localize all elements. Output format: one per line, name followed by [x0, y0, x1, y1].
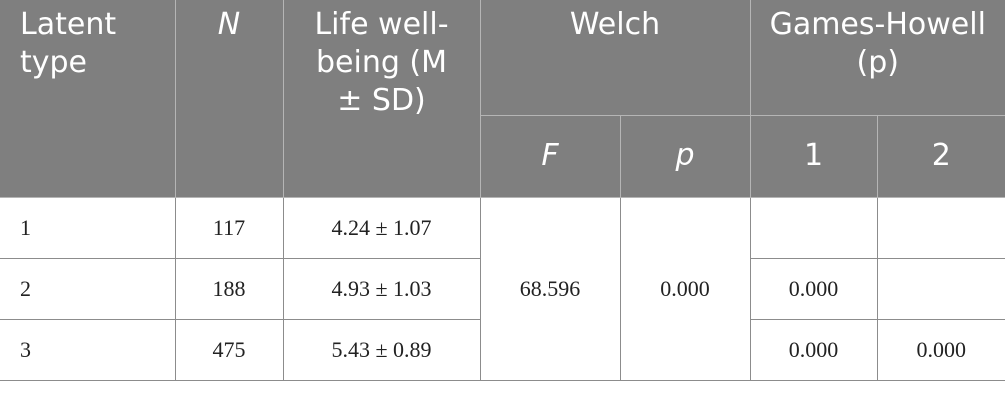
cell: 0.000	[876, 318, 1005, 381]
cell: 2	[0, 257, 176, 320]
header-cell: N	[174, 0, 284, 198]
header-cell: F	[480, 114, 621, 198]
empty-cell	[876, 196, 1005, 259]
header-cell: 1	[749, 114, 878, 198]
header-cell: 2	[876, 114, 1005, 198]
cell: 3	[0, 318, 176, 381]
cell: 5.43 ± 0.89	[282, 318, 481, 381]
cell: 188	[174, 257, 284, 320]
header-cell: Games-Howell (p)	[749, 0, 1005, 116]
header-cell: Life well-being (M ± SD)	[282, 0, 481, 198]
cell: 0.000	[749, 257, 878, 320]
cell: 0.000	[619, 196, 751, 381]
cell: 475	[174, 318, 284, 381]
results-table: Latent type N Life well-being (M ± SD) W…	[0, 0, 1005, 381]
empty-cell	[749, 196, 878, 259]
cell: 4.93 ± 1.03	[282, 257, 481, 320]
cell: 0.000	[749, 318, 878, 381]
header-cell: Latent type	[0, 0, 176, 198]
cell: 117	[174, 196, 284, 259]
cell: 1	[0, 196, 176, 259]
empty-cell	[876, 257, 1005, 320]
cell: 68.596	[479, 196, 621, 381]
header-cell: p	[619, 114, 751, 198]
cell: 4.24 ± 1.07	[282, 196, 481, 259]
header-cell: Welch	[479, 0, 751, 116]
